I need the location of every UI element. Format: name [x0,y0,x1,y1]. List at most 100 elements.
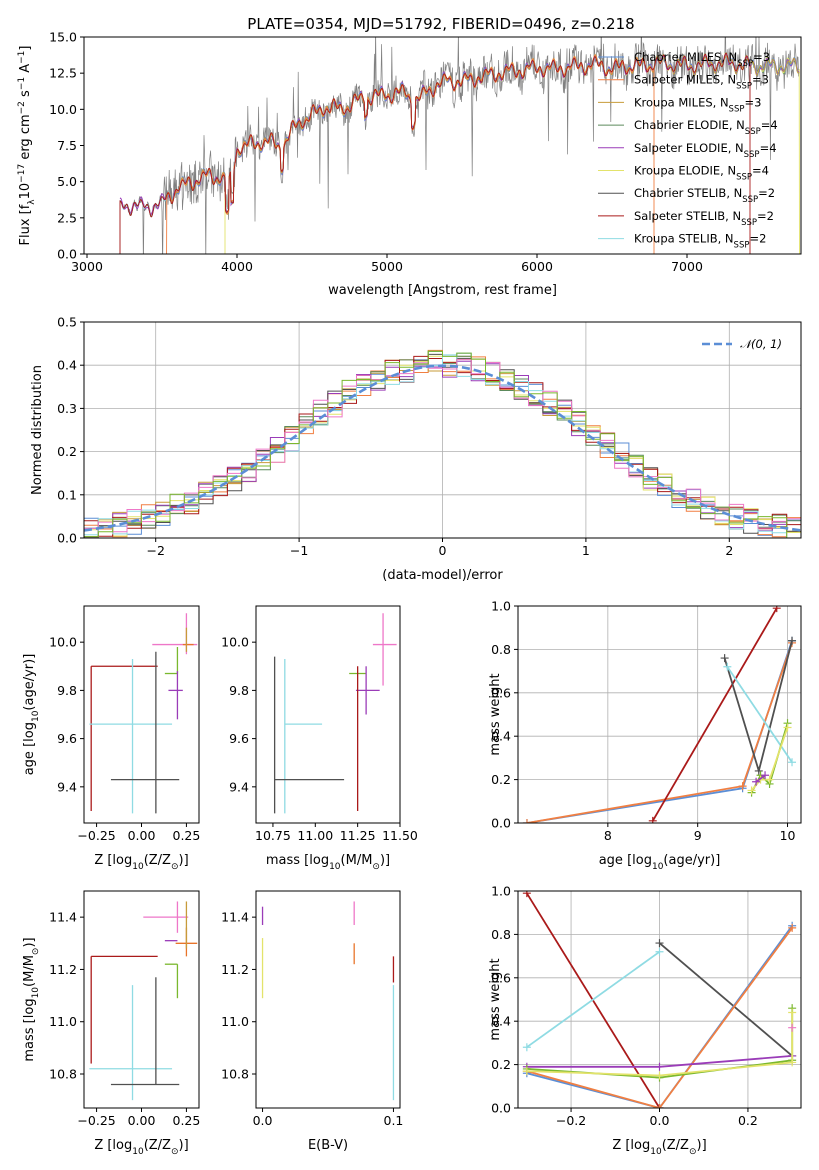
x-tick-label: 11.00 [297,828,333,843]
series-line [522,947,664,1052]
x-tick-label: 0.1 [384,1113,404,1128]
series-marker [648,816,657,823]
legend-label: Salpeter STELIB, NSSP=2 [634,209,774,228]
series-marker [522,1043,531,1052]
axes-age_vs_Z: −0.25 0.00 0.259.49.69.810.0Z [log10(Z/Z⊙)… [22,605,201,872]
x-tick-label: 0.00 [128,1113,156,1128]
series-marker [522,1067,531,1076]
series-marker [720,654,729,663]
plot-area-mass_weight_vs_Z [522,891,797,1108]
x-axis-label-part: wavelength [Angstrom, rest frame] [328,283,557,298]
legend-entry: Salpeter ELODIE, NSSP=4 [598,141,777,160]
plot-area-spectrum [119,37,800,254]
x-axis-label-part: ⊙ [171,1147,179,1157]
series-marker [783,723,792,732]
x-axis-label-part: 10 [650,1147,662,1157]
series-line [655,939,797,1060]
legend-label: Kroupa STELIB, NSSP=2 [634,232,766,251]
x-tick-label: −0.25 [77,828,115,843]
x-axis-label: wavelength [Angstrom, rest frame] [328,283,557,298]
y-tick-label: 0.5 [57,315,77,330]
legend-label-part: SSP [736,82,752,92]
y-axis-label-part: (M/M [22,955,37,987]
series-path [526,640,793,823]
x-axis-label-part: mass [log [266,853,329,868]
x-axis-label: Z [log10(Z/Z⊙)] [612,1138,706,1157]
errorbar-point [164,646,179,675]
x-tick-label: 0.00 [128,828,156,843]
figure-content: 3000 4000 5000 6000 70000.02.55.07.510.012.5… [17,30,802,1157]
x-tick-label: 0.25 [173,828,201,843]
y-axis-label: Flux [fλ10−17 erg cm−2 s−1 A−1] [17,46,37,246]
y-tick-label: 9.4 [229,779,249,794]
axes-frame [83,605,200,824]
series-marker [754,766,763,775]
x-tick-label: 3000 [71,259,103,274]
y-axis-label-part: −2 [17,101,27,114]
axes-frame [517,605,802,824]
y-tick-label: 0.4 [57,358,77,373]
legend-label-part: =4 [760,141,777,155]
y-axis-label-part: mass [log [22,998,37,1061]
series-path [658,942,793,1057]
y-axis-label-part: −17 [17,164,27,183]
legend-entry: Chabrier ELODIE, NSSP=4 [598,118,778,137]
x-axis-label: age [log10(age/yr)] [599,853,721,872]
legend-entry: Kroupa MILES, NSSP=3 [598,95,761,114]
y-tick-label: 11.4 [221,910,249,925]
legend-label: Salpeter ELODIE, NSSP=4 [634,141,777,160]
series-path [652,607,778,822]
x-axis-label-part: )] [380,853,390,868]
x-axis-label-part: 10 [652,862,664,872]
x-axis-label-part: )] [179,853,189,868]
errorbar-point [110,651,180,814]
x-tick-label: 5000 [371,259,403,274]
x-tick-label: 4000 [221,259,253,274]
x-tick-label: 0.0 [253,1113,273,1128]
legend-entry: Kroupa STELIB, NSSP=2 [598,232,766,251]
series-line [723,662,797,767]
errorbar-point [110,977,180,1086]
legend-label-part: Chabrier ELODIE, N [634,118,745,132]
histogram-green [84,350,801,538]
legend-label-part: SSP [741,218,757,228]
y-axis-label-part: Flux [f [18,204,33,245]
normal-curve [84,364,801,532]
plot-area-mass_vs_ebv [261,901,395,1101]
y-tick-label: 9.8 [57,683,77,698]
series-marker [788,636,797,645]
legend-label-part: Chabrier STELIB, N [634,186,742,200]
y-axis-label-part: ] [18,46,33,51]
x-tick-label: −1 [290,543,308,558]
series-marker [723,662,732,671]
series-marker [738,782,747,791]
y-axis-label-part: ⊙ [31,948,41,956]
legend-entry: Chabrier MILES, NSSP=3 [598,50,770,69]
y-tick-label: 0.0 [491,816,511,831]
y-axis-label-part: A [18,64,33,77]
y-axis-label-part: )] [22,937,37,947]
y-tick-label: 0.4 [491,729,511,744]
y-axis-label-part: s [18,90,33,101]
legend-label-part: SSP [729,104,745,114]
plot-area-residuals [84,349,801,538]
legend-label-part: =2 [757,209,774,223]
errorbar-point [284,659,323,814]
legend-label-part: Chabrier MILES, N [634,50,737,64]
x-tick-label: −2 [146,543,164,558]
y-axis-label-part: −1 [17,77,27,90]
axes-age_vs_mass: 10.75 11.00 11.25 11.50 9.4 9.6 9.8 10.0 mass [l… [221,605,418,872]
x-tick-label: −0.25 [77,1113,115,1128]
legend-label-part: Kroupa MILES, N [634,95,729,109]
errorbar-point [89,985,173,1101]
x-axis-label-part: ⊙ [689,1147,697,1157]
y-axis-label: age [log10(age/yr)] [22,654,41,776]
series-marker [655,1104,664,1108]
y-tick-label: 0.2 [57,444,77,459]
x-tick-label: 0.0 [650,1113,670,1128]
y-tick-label: 10.0 [221,635,249,650]
legend-entry: Salpeter STELIB, NSSP=2 [598,209,774,228]
y-axis-label-part: 10 [31,710,41,722]
y-tick-label: 0.8 [491,642,511,657]
x-axis-label-part: (Z/Z [662,1138,689,1153]
